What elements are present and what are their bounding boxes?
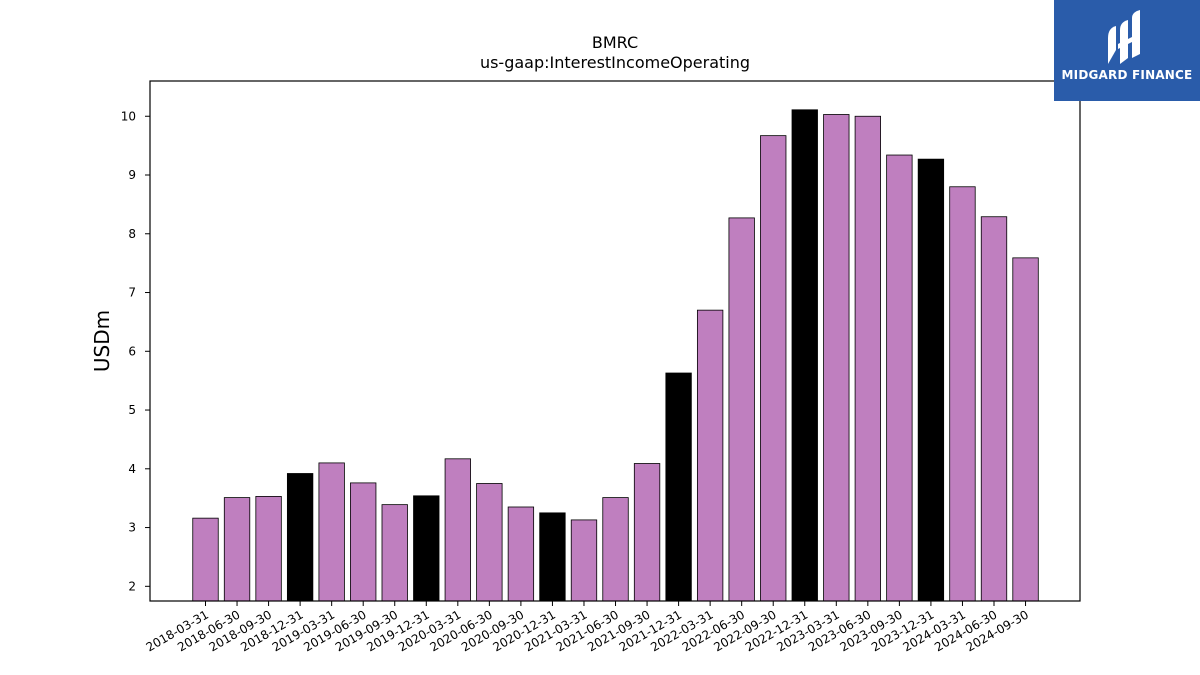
bar: [223, 497, 251, 602]
y-axis-label: USDm: [90, 310, 114, 372]
logo: MIDGARD FINANCE: [1054, 0, 1200, 101]
y-tick-label: 5: [128, 403, 136, 417]
bar: [570, 519, 598, 602]
bar: [665, 372, 692, 602]
bar: [854, 115, 881, 602]
bar: [728, 217, 755, 602]
plot-frame: [149, 80, 1081, 602]
bar: [1012, 257, 1039, 602]
y-tick-label: 10: [121, 109, 136, 123]
bar: [539, 512, 566, 602]
logo-text: MIDGARD FINANCE: [1061, 68, 1193, 82]
bars-group: [192, 109, 1039, 602]
chart-title: BMRC: [592, 33, 638, 52]
bar: [917, 158, 945, 602]
y-tick-label: 6: [128, 344, 136, 358]
bar: [413, 495, 440, 602]
bar: [760, 135, 787, 602]
y-tick-label: 4: [128, 462, 136, 476]
bar: [696, 309, 724, 602]
bar: [823, 114, 850, 602]
midgard-logo-icon: [1108, 10, 1140, 64]
bar: [381, 504, 408, 602]
bar: [255, 496, 282, 602]
bar: [350, 482, 377, 602]
bar: [602, 497, 629, 602]
bar: [286, 473, 314, 602]
bar: [791, 109, 818, 602]
y-ticks-group: 2 3 4 5 6 7 8 9 10: [121, 109, 150, 593]
y-tick-label: 3: [128, 521, 136, 535]
bar: [980, 216, 1008, 602]
bar: [444, 458, 471, 602]
y-tick-label: 2: [128, 579, 136, 593]
bar: [886, 154, 913, 602]
bar: [318, 462, 345, 602]
bar: [192, 517, 219, 602]
y-tick-label: 9: [128, 168, 136, 182]
bar: [949, 186, 976, 602]
bar: [633, 463, 661, 602]
x-ticks-group: 2018-03-312018-06-302018-09-302018-12-31…: [144, 601, 1031, 654]
bar: [507, 506, 535, 602]
y-tick-label: 7: [128, 286, 136, 300]
chart-subtitle: us-gaap:InterestIncomeOperating: [480, 53, 750, 72]
y-tick-label: 8: [128, 227, 136, 241]
bar: [476, 483, 503, 602]
